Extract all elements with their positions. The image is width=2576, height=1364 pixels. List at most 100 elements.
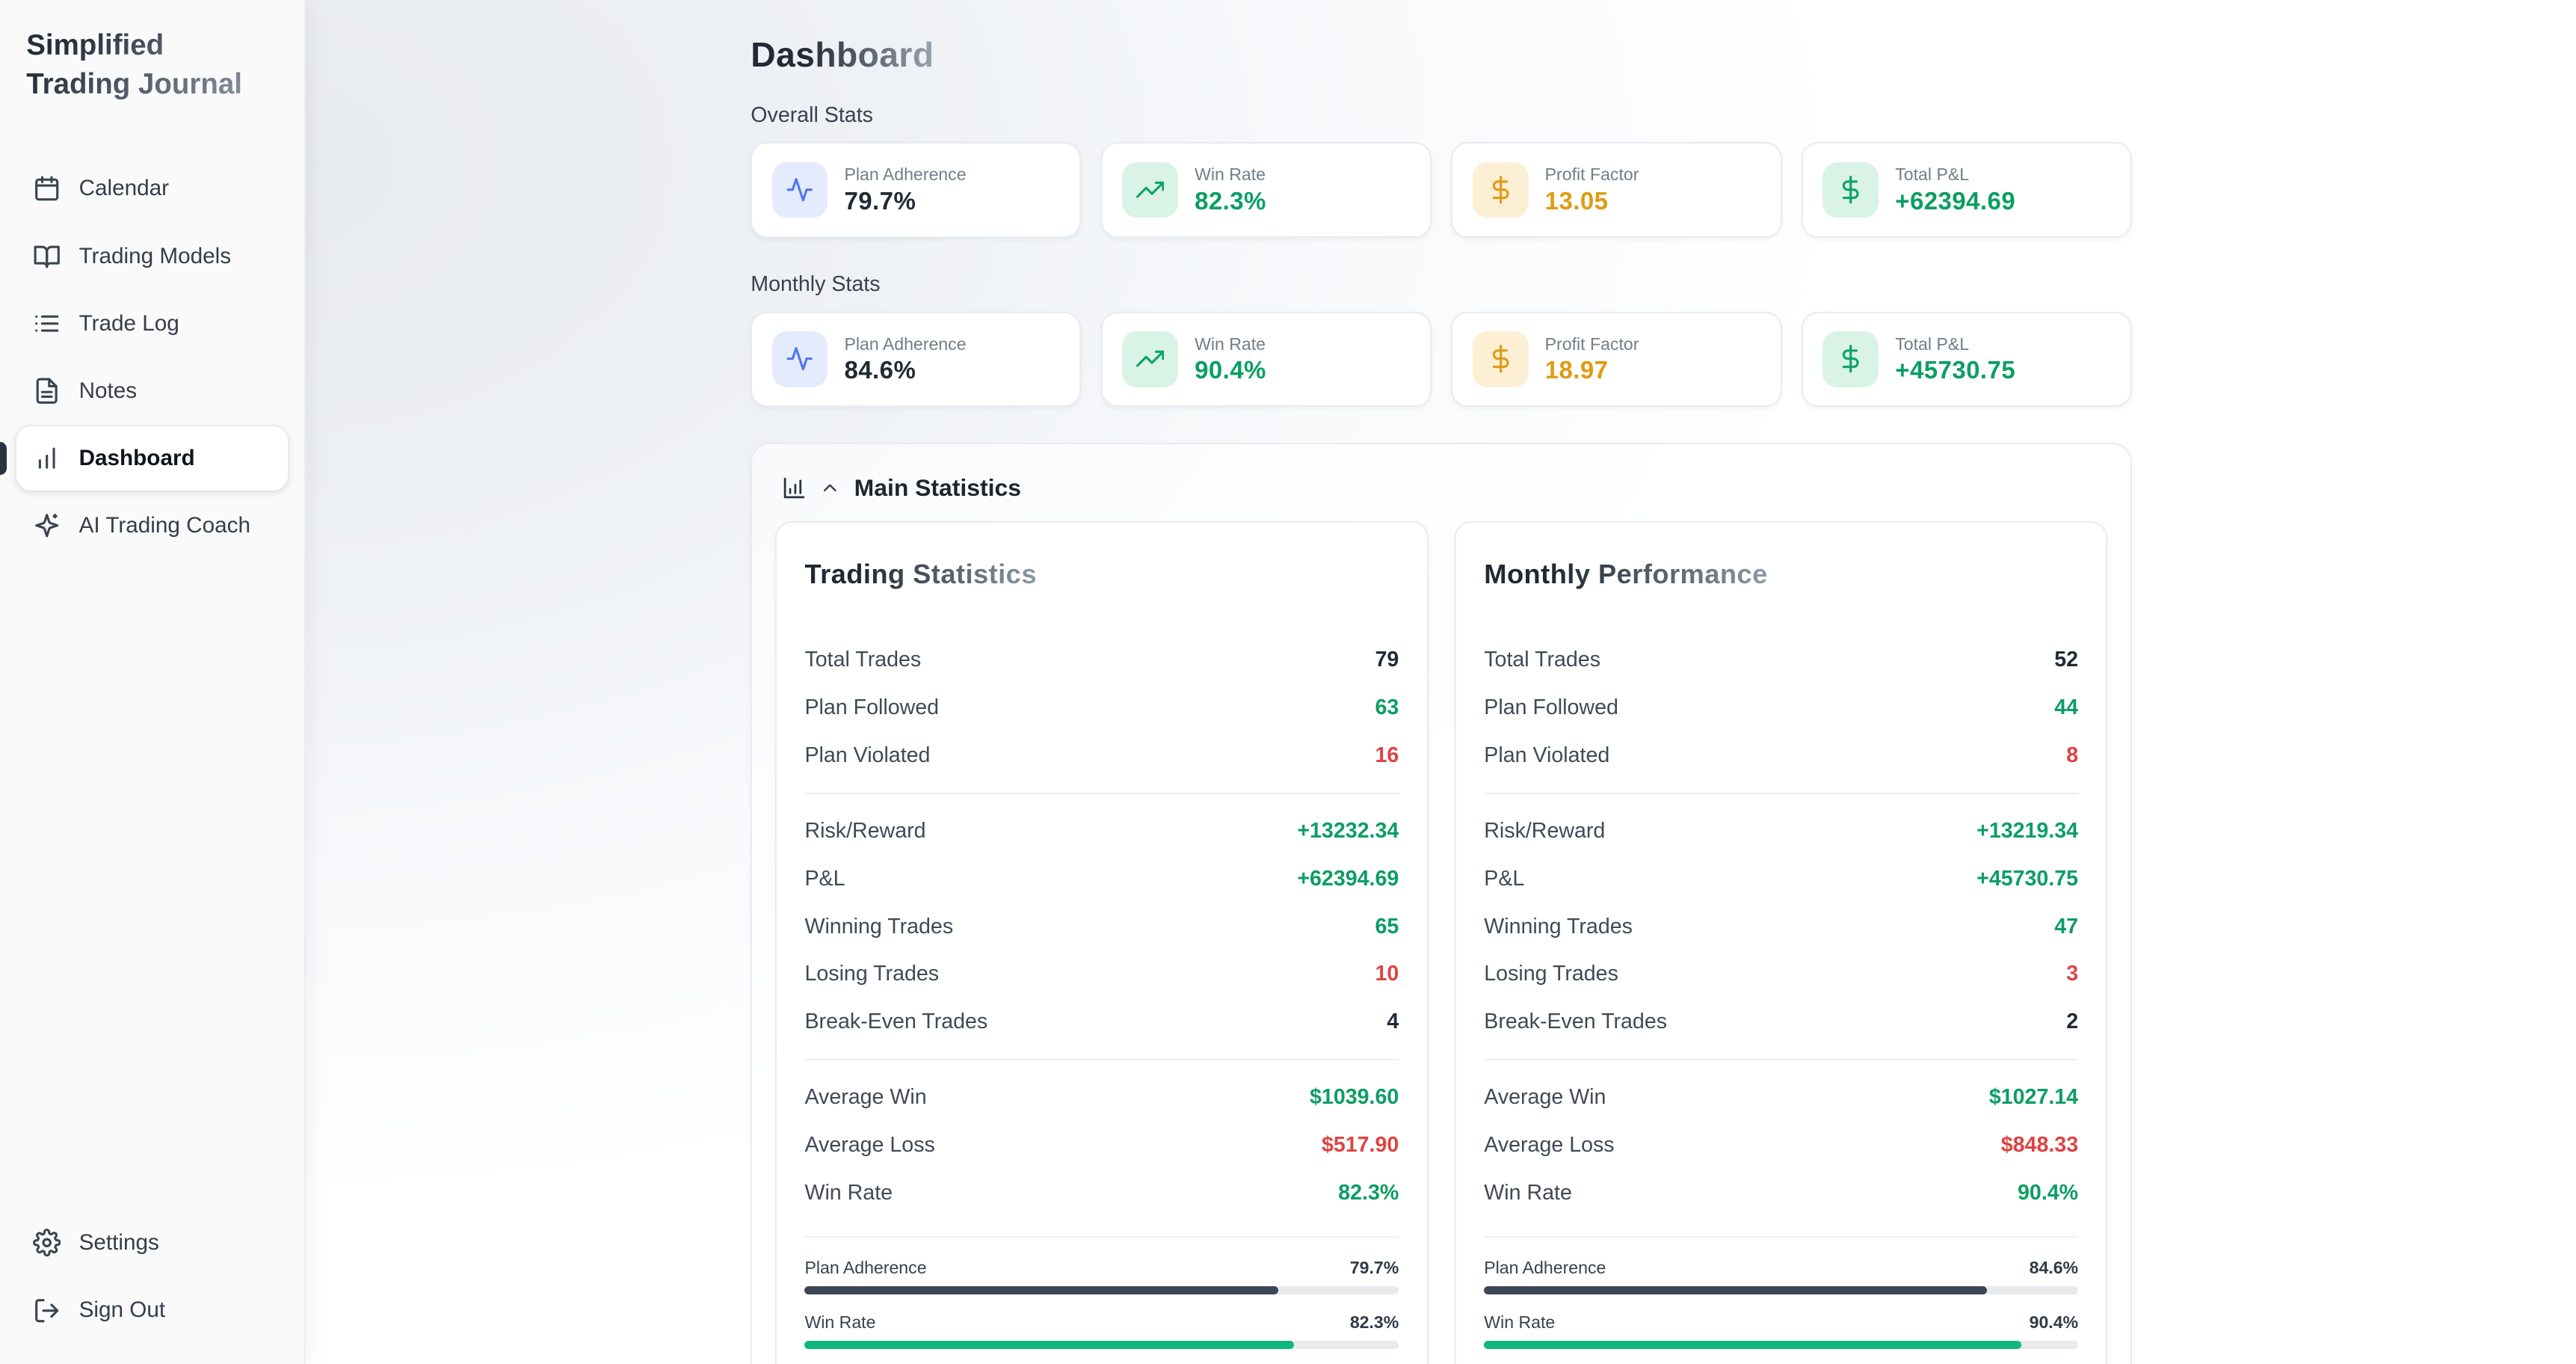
progress-track [1484, 1285, 2079, 1294]
stat-card-profit-factor: Profit Factor 13.05 [1451, 142, 1782, 238]
progress-track [804, 1340, 1399, 1349]
main-statistics-panel: Main Statistics Trading Statistics Total… [751, 443, 2133, 1364]
card-title: Monthly Performance [1484, 559, 1768, 590]
notes-icon [33, 377, 61, 405]
content: Dashboard Overall Stats Plan Adherence 7… [751, 0, 2133, 1364]
stat-row: Total Trades 52 [1484, 636, 2078, 684]
stat-row-value: 10 [1375, 962, 1399, 986]
stat-value: 82.3% [1195, 186, 1266, 215]
progress-label: Win Rate [1484, 1312, 1556, 1332]
sidebar-item-trade-log[interactable]: Trade Log [16, 292, 288, 356]
stat-row-label: Winning Trades [1484, 914, 1633, 938]
stat-value: 90.4% [1195, 355, 1266, 384]
stat-row: Losing Trades 3 [1484, 950, 2078, 998]
sidebar-item-ai-trading-coach[interactable]: AI Trading Coach [16, 494, 288, 558]
stat-label: Profit Factor [1544, 334, 1639, 354]
stat-row-label: Average Loss [804, 1132, 935, 1157]
section-title-monthly-stats: Monthly Stats [751, 271, 881, 296]
stat-group: Total Trades 52 Plan Followed 44 Plan Vi… [1484, 630, 2078, 786]
stat-label: Total P&L [1895, 334, 1970, 354]
main-statistics-body: Trading Statistics Total Trades 79 Plan … [775, 521, 2108, 1364]
stat-row-label: Break-Even Trades [1484, 1010, 1668, 1034]
stat-row-label: Plan Violated [1484, 743, 1610, 767]
stat-row-label: Losing Trades [804, 962, 940, 986]
sidebar-item-label: Calendar [78, 176, 170, 201]
stat-row: Break-Even Trades 4 [804, 998, 1399, 1046]
progress-value: 84.6% [2029, 1257, 2079, 1277]
sidebar-item-label: AI Trading Coach [78, 513, 250, 538]
stat-row-value: 63 [1375, 695, 1399, 720]
main-area: Dashboard Overall Stats Plan Adherence 7… [306, 0, 2576, 1364]
progress-track [1484, 1340, 2079, 1349]
sidebar-item-trading-models[interactable]: Trading Models [16, 224, 288, 289]
stat-group: Average Win $1027.14 Average Loss $848.3… [1484, 1059, 2079, 1223]
stat-row-label: Average Loss [1484, 1132, 1615, 1157]
app-title: Simplified Trading Journal [16, 26, 266, 104]
main-statistics-toggle[interactable]: Main Statistics [775, 464, 2107, 521]
sidebar-item-label: Trade Log [78, 310, 179, 336]
monthly-stats-cards: Plan Adherence 84.6% Win Rate 90.4% Prof… [751, 311, 2133, 407]
progress-fill [1484, 1285, 1987, 1294]
sidebar: Simplified Trading Journal Calendar Trad… [0, 0, 306, 1364]
progress-plan-adherence: Plan Adherence 84.6% [1484, 1257, 2079, 1294]
stat-value: +45730.75 [1895, 355, 2016, 384]
stat-row-label: Risk/Reward [1484, 818, 1606, 843]
stat-label: Win Rate [1195, 165, 1266, 185]
stat-row: Plan Violated 16 [804, 732, 1399, 780]
sidebar-item-dashboard[interactable]: Dashboard [16, 426, 289, 491]
stat-card-plan-adherence: Plan Adherence 79.7% [751, 142, 1082, 238]
sidebar-item-settings[interactable]: Settings [16, 1211, 288, 1275]
sidebar-item-calendar[interactable]: Calendar [16, 157, 288, 221]
stat-label: Plan Adherence [844, 165, 967, 185]
progress-track [804, 1285, 1399, 1294]
activity-icon [786, 176, 813, 203]
sparkles-icon [33, 512, 61, 539]
progress-fill [804, 1285, 1278, 1294]
stat-row-label: Break-Even Trades [804, 1010, 988, 1034]
stat-group: Risk/Reward +13232.34 P&L +62394.69 Winn… [804, 792, 1399, 1052]
stat-row: Risk/Reward +13232.34 [804, 808, 1399, 855]
stat-row: Winning Trades 65 [804, 903, 1399, 950]
stat-row: Win Rate 82.3% [804, 1169, 1399, 1217]
section-title-overall-stats: Overall Stats [751, 102, 873, 127]
stat-label: Win Rate [1195, 334, 1266, 354]
stat-row-value: +13219.34 [1976, 818, 2079, 843]
stat-group: Total Trades 79 Plan Followed 63 Plan Vi… [804, 630, 1399, 786]
calendar-icon [33, 175, 61, 203]
stat-row: Risk/Reward +13219.34 [1484, 808, 2078, 855]
stat-row: Average Loss $848.33 [1484, 1121, 2078, 1169]
stat-row-label: Plan Followed [1484, 695, 1618, 720]
stat-row-value: 8 [2066, 743, 2079, 767]
sidebar-item-notes[interactable]: Notes [16, 359, 288, 423]
logout-icon [33, 1297, 61, 1324]
trending-up-icon [1136, 345, 1164, 372]
stat-card-total-pnl: Total P&L +62394.69 [1802, 142, 2133, 238]
stat-row-label: Losing Trades [1484, 962, 1618, 986]
progress-block: Plan Adherence 84.6% Win Rate [1484, 1236, 2079, 1349]
trading-statistics-card: Trading Statistics Total Trades 79 Plan … [775, 521, 1429, 1364]
dollar-icon [1837, 176, 1864, 203]
stat-row: Plan Followed 63 [804, 684, 1399, 732]
stat-group: Risk/Reward +13219.34 P&L +45730.75 Winn… [1484, 792, 2079, 1052]
card-title: Trading Statistics [804, 559, 1037, 590]
stat-card-win-rate: Win Rate 90.4% [1100, 311, 1432, 407]
stat-row-value: 82.3% [1338, 1180, 1399, 1205]
overall-stats-cards: Plan Adherence 79.7% Win Rate 82.3% Prof… [751, 142, 2133, 238]
stat-row-value: 2 [2066, 1010, 2079, 1034]
stat-row-value: $848.33 [2000, 1132, 2079, 1157]
stat-row-value: $1027.14 [1988, 1085, 2079, 1110]
panel-title: Main Statistics [854, 473, 1021, 501]
stat-row: P&L +45730.75 [1484, 855, 2078, 903]
stat-row-label: Win Rate [804, 1180, 893, 1205]
stat-row-value: $517.90 [1321, 1132, 1399, 1157]
progress-win-rate: Win Rate 90.4% [1484, 1312, 2079, 1349]
sidebar-footer: Settings Sign Out [16, 1211, 288, 1342]
stat-row: Total Trades 79 [804, 636, 1399, 684]
sidebar-item-sign-out[interactable]: Sign Out [16, 1278, 288, 1342]
stat-row-value: 3 [2066, 962, 2079, 986]
stat-row: Winning Trades 47 [1484, 903, 2078, 950]
activity-icon [786, 345, 813, 372]
dollar-icon [1487, 176, 1515, 203]
stat-row-label: Win Rate [1484, 1180, 1572, 1205]
gear-icon [33, 1229, 61, 1256]
